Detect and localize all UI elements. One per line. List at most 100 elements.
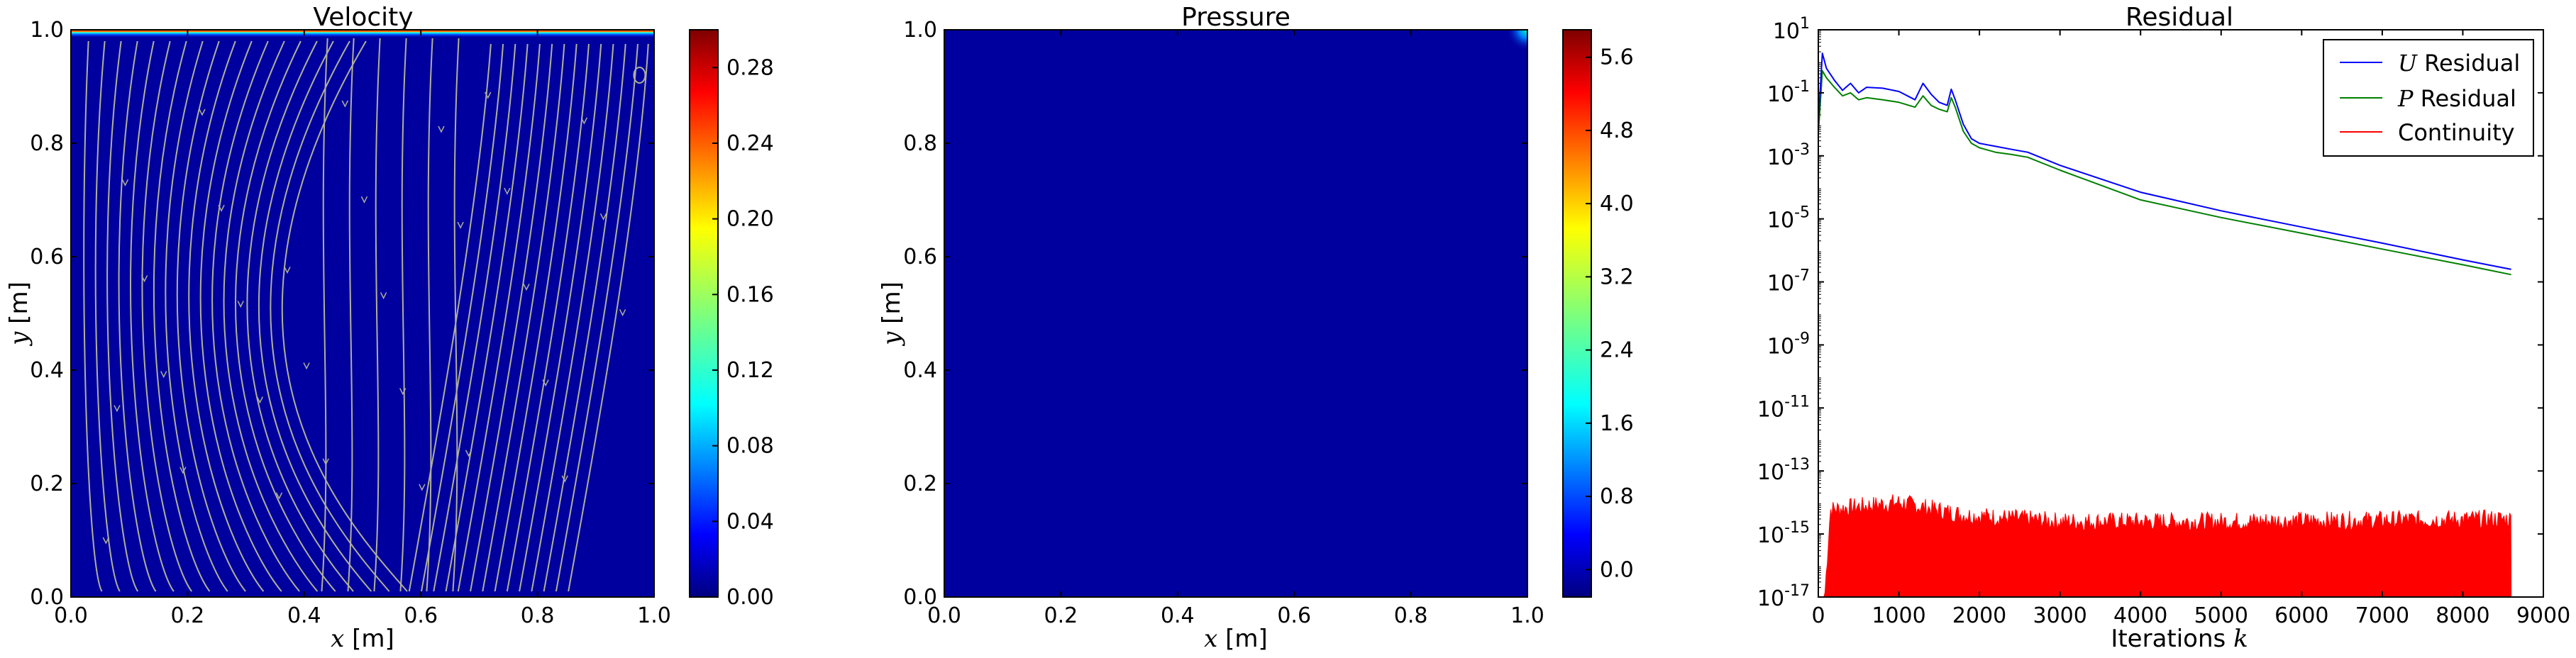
pressure-title: Pressure <box>1181 3 1290 32</box>
streamline <box>165 40 228 592</box>
x-tick-label: 4000 <box>2113 603 2167 628</box>
legend-entry-continuity: Continuity <box>2398 119 2515 146</box>
streamline-arrow <box>504 187 511 195</box>
velocity-field <box>71 30 654 597</box>
x-tick-label: 0.2 <box>1044 603 1078 628</box>
streamline-arrow <box>523 284 530 291</box>
streamline <box>141 40 192 592</box>
y-tick-mantissa: 10 <box>1757 460 1784 485</box>
streamline-arrow <box>438 126 445 133</box>
x-tick-label: 0 <box>1811 603 1825 628</box>
legend-entry-u-var: U <box>2398 50 2418 77</box>
streamline-arrow <box>218 204 225 212</box>
pressure-x-axis-var: x <box>1204 625 1217 653</box>
pressure-colorbar <box>1562 29 1592 598</box>
streamline <box>235 40 336 592</box>
y-tick-mantissa: 10 <box>1767 208 1794 233</box>
y-tick-mantissa: 10 <box>1767 334 1794 359</box>
x-tick-label: 0.8 <box>1394 603 1428 628</box>
y-tick-mantissa: 10 <box>1773 19 1800 44</box>
streamline-arrow <box>542 379 549 387</box>
y-tick-label: 10-1 <box>1767 78 1810 107</box>
velocity-panel: Velocity 0.0 0.2 0.4 0.6 0.8 1.0 0.0 0.2 0.4 0.6… <box>5 3 774 653</box>
colorbar-tick-label: 0.28 <box>726 55 774 80</box>
streamline <box>555 43 639 592</box>
residual-panel: Residual 0 1000 2000 3000 4000 5000 6000 7000 80… <box>1757 3 2570 653</box>
velocity-x-axis-label: x [m] <box>331 625 394 653</box>
streamline-arrow <box>485 91 492 99</box>
streamline-arrow <box>341 100 349 108</box>
x-tick-label: 0.0 <box>927 603 961 628</box>
streamline-arrow <box>360 196 368 203</box>
colorbar-tick-label: 0.12 <box>726 358 774 383</box>
pressure-x-ticks: 0.0 0.2 0.4 0.6 0.8 1.0 <box>927 30 1544 628</box>
streamline <box>321 38 328 592</box>
residual-plot-frame <box>1818 29 2544 598</box>
x-tick-label: 1000 <box>1872 603 1925 628</box>
y-tick-label: 0.4 <box>30 358 64 383</box>
legend-entry-u: U Residual <box>2398 50 2520 77</box>
x-tick-label: 6000 <box>2274 603 2328 628</box>
pressure-plot-frame <box>944 29 1528 598</box>
streamline-arrow <box>599 213 607 221</box>
velocity-lid-layer <box>71 30 654 37</box>
colorbar-tick-label: 0.08 <box>726 434 774 459</box>
velocity-plot-frame <box>70 29 655 598</box>
streamline-arrow <box>140 275 148 283</box>
legend-entry-p-var: P <box>2397 85 2414 112</box>
y-tick-mantissa: 10 <box>1767 82 1794 107</box>
x-tick-label: 1.0 <box>637 603 671 628</box>
colorbar-tick-label: 4.0 <box>1600 191 1634 216</box>
streamline <box>519 43 602 592</box>
residual-x-axis-label: Iterations k <box>2111 625 2248 653</box>
velocity-x-axis-unit: [m] <box>344 625 394 653</box>
series-p-residual <box>1818 69 2511 276</box>
velocity-x-axis-var: x <box>331 625 344 653</box>
y-tick-exponent: -9 <box>1794 330 1810 347</box>
streamline-arrow <box>199 108 206 116</box>
streamline-arrow <box>114 405 121 413</box>
legend-entry-p: P Residual <box>2397 85 2516 112</box>
pressure-panel: Pressure 0.0 0.2 0.4 0.6 0.8 1.0 0.0 0.2 0.4 0.6… <box>878 3 1634 653</box>
x-tick-label: 9000 <box>2516 603 2570 628</box>
colorbar-tick-label: 0.16 <box>726 282 774 307</box>
y-tick-mantissa: 10 <box>1767 272 1794 296</box>
series-continuity <box>1818 494 2512 598</box>
y-tick-label: 0.8 <box>30 131 64 156</box>
colorbar-tick-label: 0.24 <box>726 131 774 156</box>
y-tick-label: 10-5 <box>1767 204 1810 233</box>
x-tick-label: 1.0 <box>1510 603 1544 628</box>
streamline-arrow <box>275 492 283 500</box>
streamline <box>188 40 265 592</box>
colorbar-tick-label: 4.8 <box>1600 118 1634 143</box>
x-tick-label: 2000 <box>1952 603 2006 628</box>
streamline <box>470 43 553 592</box>
streamline <box>270 40 390 592</box>
x-tick-label: 0.4 <box>1161 603 1195 628</box>
streamline-arrow <box>160 371 167 379</box>
y-tick-label: 0.6 <box>903 245 937 269</box>
x-tick-label: 7000 <box>2355 603 2409 628</box>
streamline <box>258 40 372 592</box>
streamline-arrow <box>457 221 464 229</box>
x-tick-label: 0.4 <box>287 603 321 628</box>
y-tick-label: 0.2 <box>903 472 937 496</box>
velocity-y-ticks: 0.0 0.2 0.4 0.6 0.8 1.0 <box>30 18 654 610</box>
streamline <box>452 38 460 592</box>
x-tick-label: 0.6 <box>1277 603 1311 628</box>
y-tick-label: 10-3 <box>1767 141 1810 170</box>
velocity-title: Velocity <box>313 3 413 32</box>
streamline-arrow <box>121 179 129 186</box>
pressure-y-axis-label: y [m] <box>878 281 906 347</box>
streamline <box>531 43 614 592</box>
velocity-y-axis-label: y [m] <box>5 281 33 347</box>
streamline <box>211 40 300 592</box>
y-tick-label: 10-9 <box>1767 330 1810 359</box>
y-tick-exponent: -17 <box>1784 582 1810 600</box>
streamline-arrow <box>580 117 588 125</box>
velocity-y-axis-unit: [m] <box>5 281 33 331</box>
residual-y-ticks: 10110-110-310-510-710-910-1110-1310-1510… <box>1757 15 2543 611</box>
streamline-arrow <box>322 458 329 466</box>
residual-x-ticks: 0 1000 2000 3000 4000 5000 6000 7000 8000 9000 <box>1811 30 2570 628</box>
y-tick-exponent: -13 <box>1784 456 1810 474</box>
